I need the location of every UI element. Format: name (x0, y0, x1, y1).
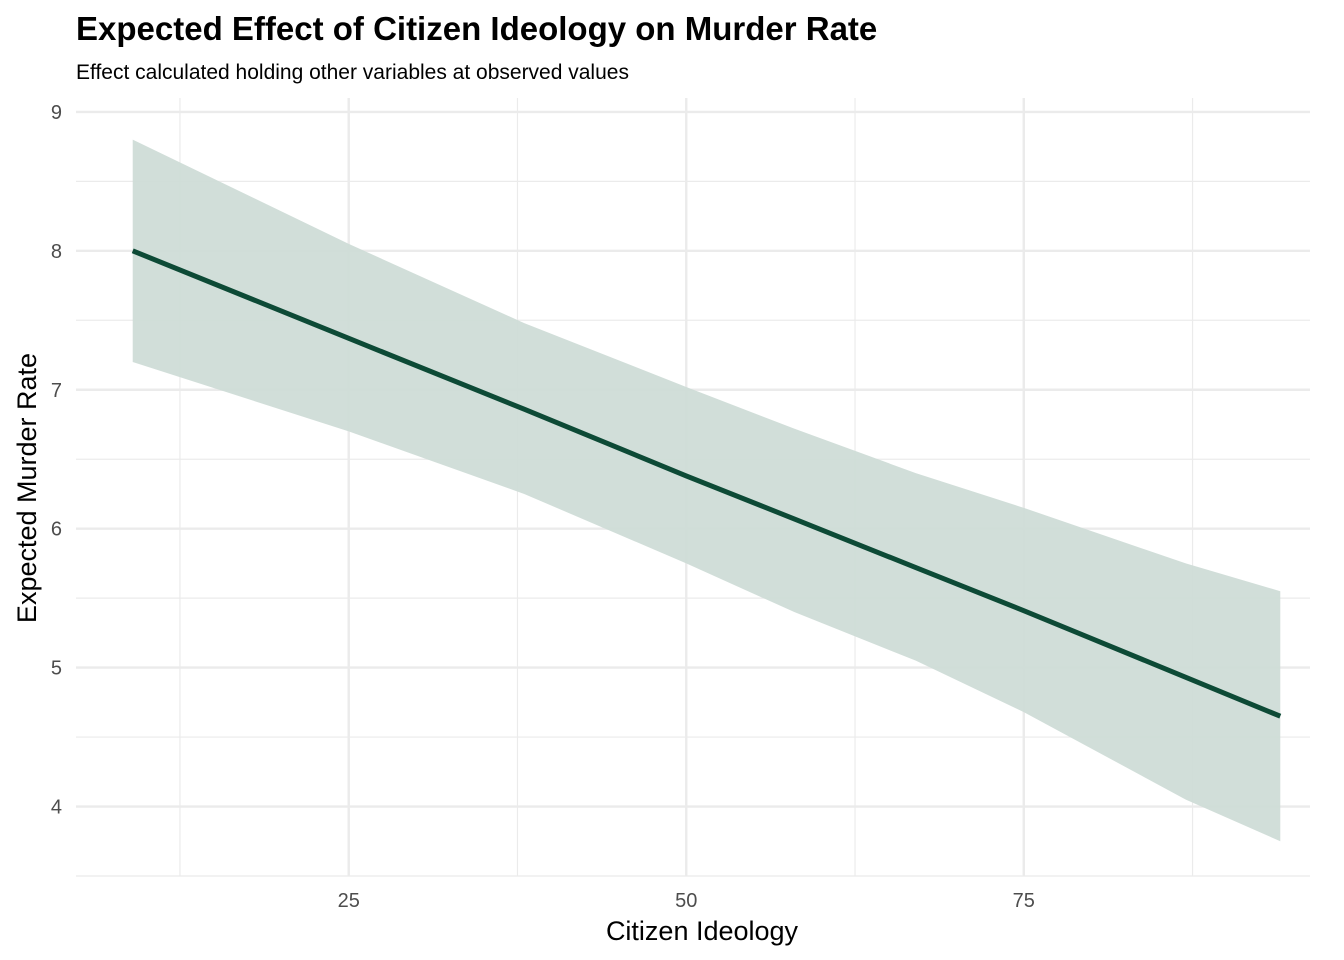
x-tick-label: 50 (675, 890, 697, 912)
y-tick-label: 7 (51, 380, 62, 402)
y-tick-label: 5 (51, 658, 62, 680)
y-axis-ticks: 4 5 6 7 8 9 (51, 102, 62, 819)
plot-marks (131, 139, 1282, 842)
y-tick-label: 8 (51, 241, 62, 263)
effect-line (131, 248, 1282, 719)
chart-title: Expected Effect of Citizen Ideology on M… (76, 10, 877, 47)
chart-subtitle: Effect calculated holding other variable… (76, 61, 629, 84)
x-tick-label: 75 (1013, 890, 1035, 912)
y-tick-label: 6 (51, 519, 62, 541)
x-tick-label: 25 (338, 890, 360, 912)
x-axis-ticks: 25 50 75 (338, 890, 1035, 912)
y-tick-label: 4 (51, 797, 62, 819)
x-axis-title: Citizen Ideology (606, 916, 799, 946)
confidence-ribbon (132, 139, 1281, 842)
y-axis-title: Expected Murder Rate (12, 353, 42, 623)
y-tick-label: 9 (51, 102, 62, 124)
